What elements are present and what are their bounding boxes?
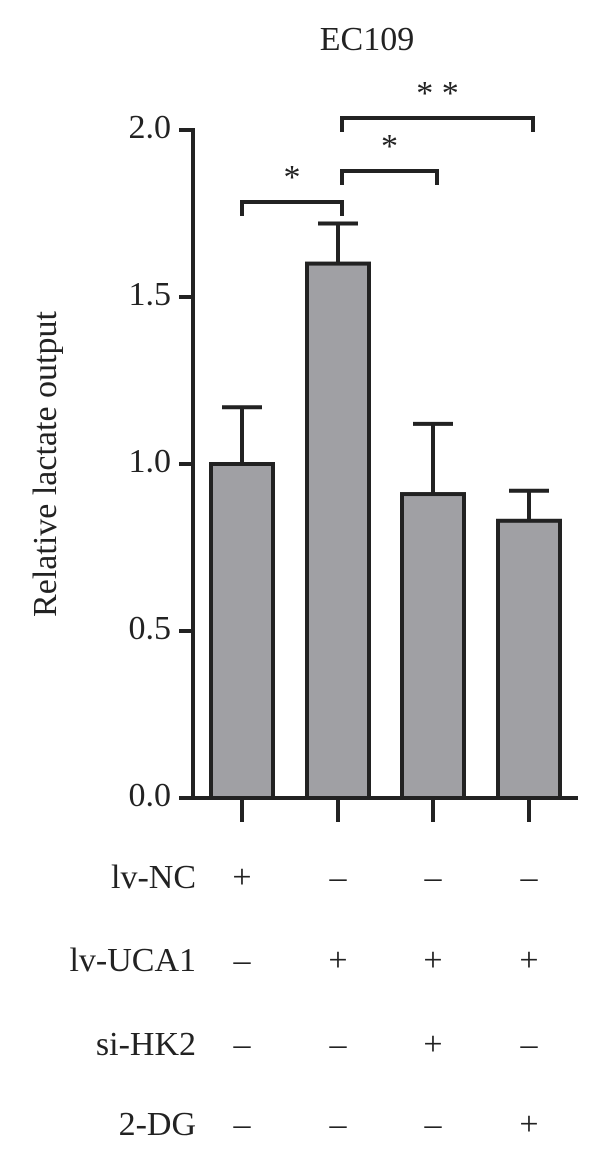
significance-label: * xyxy=(284,159,301,196)
treatment-sign: – xyxy=(233,1026,252,1063)
treatment-sign: – xyxy=(233,1106,252,1143)
treatment-sign: – xyxy=(520,1026,539,1063)
significance-bracket xyxy=(340,116,535,132)
bar xyxy=(209,462,275,800)
treatment-sign: + xyxy=(423,942,442,979)
treatment-label: lv-UCA1 xyxy=(69,942,196,979)
treatment-sign: – xyxy=(424,859,443,896)
bar xyxy=(496,518,562,801)
treatment-label: lv-NC xyxy=(111,859,196,896)
treatment-sign: + xyxy=(328,942,347,979)
y-tick-label: 2.0 xyxy=(129,109,172,146)
significance-label: * xyxy=(381,128,398,165)
bar xyxy=(305,261,371,801)
y-axis-label: Relative lactate output xyxy=(27,311,64,617)
significance-bracket xyxy=(240,200,344,216)
treatment-sign: + xyxy=(423,1026,442,1063)
y-tick-label: 1.5 xyxy=(129,276,172,313)
treatment-label: si-HK2 xyxy=(96,1026,196,1063)
treatment-label: 2-DG xyxy=(119,1106,196,1143)
treatment-sign: – xyxy=(424,1106,443,1143)
treatment-sign: – xyxy=(233,942,252,979)
y-tick-label: 0.0 xyxy=(129,777,172,814)
y-tick-label: 0.5 xyxy=(129,610,172,647)
treatment-sign: – xyxy=(329,859,348,896)
treatment-sign: – xyxy=(329,1026,348,1063)
significance-bracket xyxy=(340,169,439,185)
treatment-sign: + xyxy=(232,859,251,896)
y-tick-label: 1.0 xyxy=(129,443,172,480)
bar xyxy=(400,492,466,800)
treatment-sign: – xyxy=(520,859,539,896)
chart-title: EC109 xyxy=(320,21,414,58)
treatment-sign: + xyxy=(519,1106,538,1143)
treatment-sign: – xyxy=(329,1106,348,1143)
significance-label: * * xyxy=(416,75,459,112)
treatment-sign: + xyxy=(519,942,538,979)
